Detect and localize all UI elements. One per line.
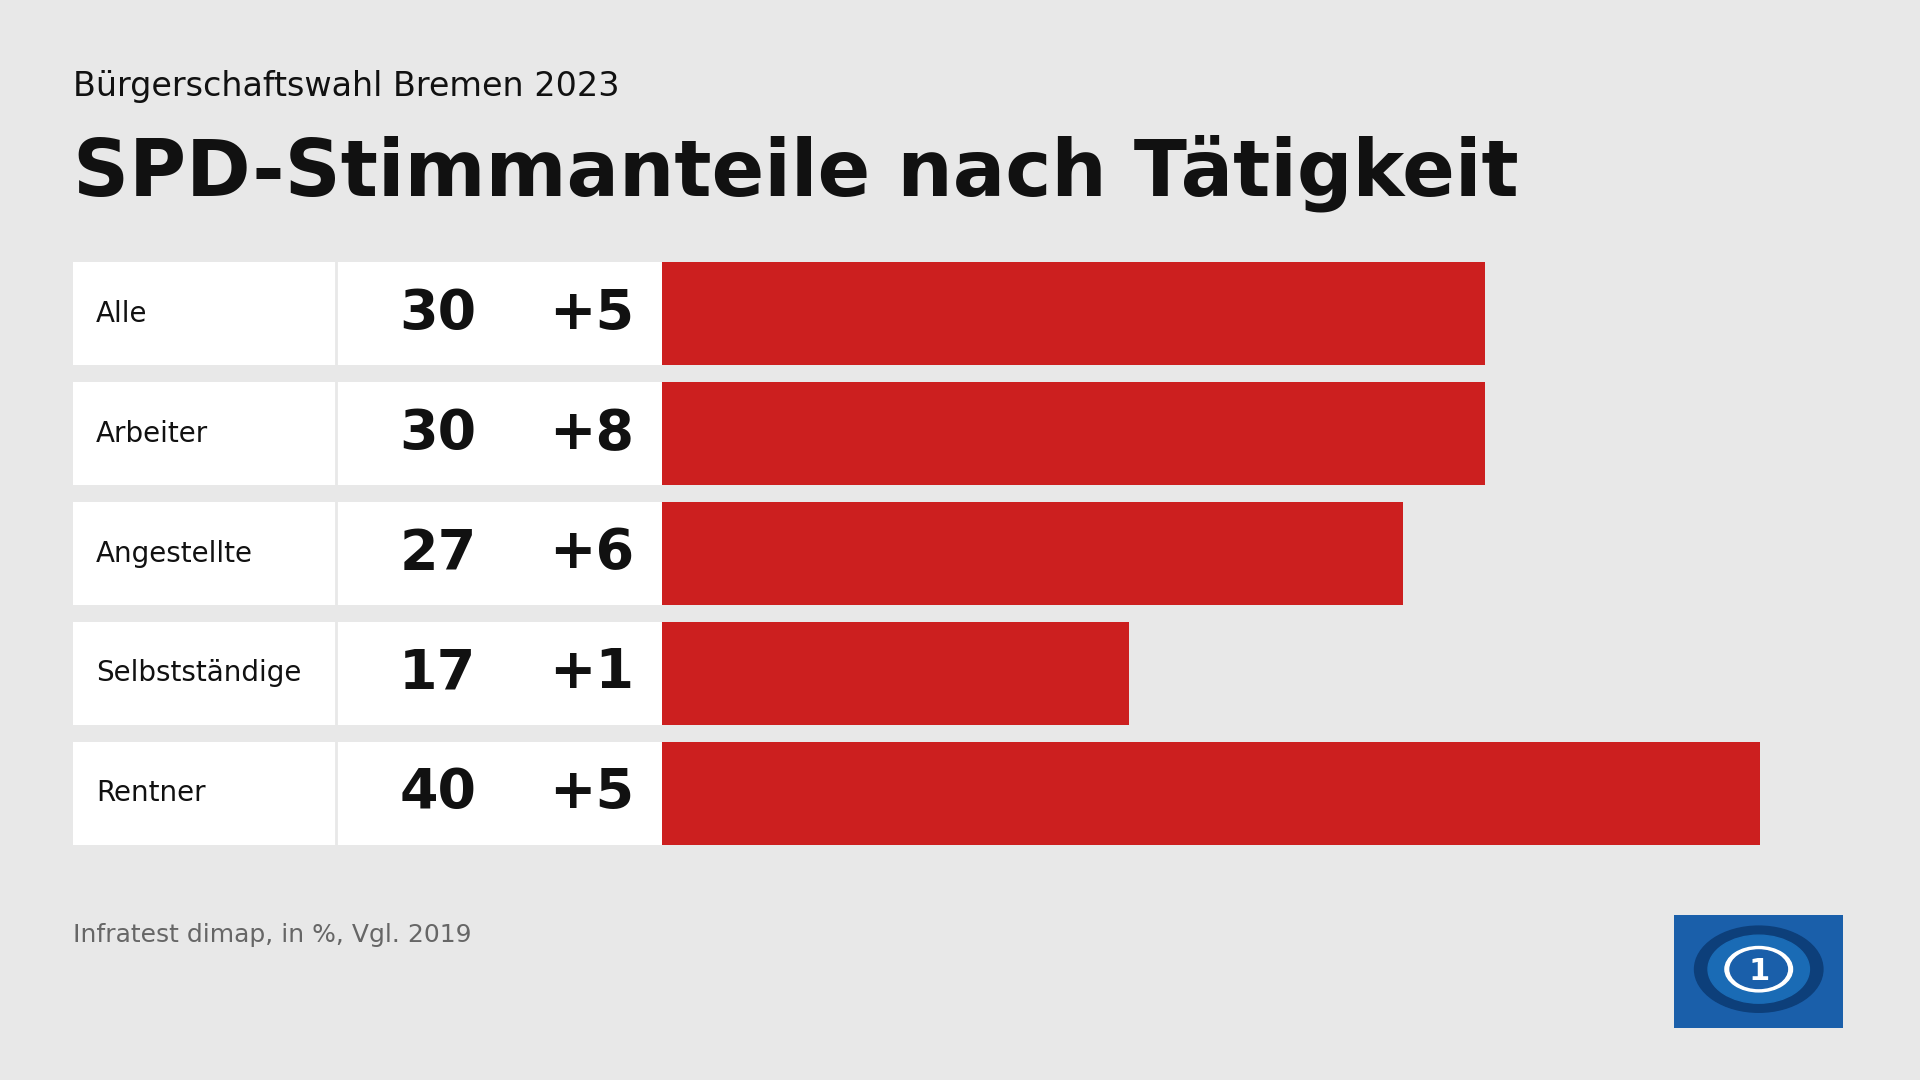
FancyBboxPatch shape	[662, 382, 1486, 485]
Circle shape	[1730, 950, 1788, 988]
FancyBboxPatch shape	[73, 622, 662, 725]
Circle shape	[1709, 935, 1809, 1003]
Circle shape	[1724, 946, 1793, 991]
Text: Infratest dimap, in %, Vgl. 2019: Infratest dimap, in %, Vgl. 2019	[73, 923, 472, 947]
Text: Arbeiter: Arbeiter	[96, 420, 207, 447]
FancyBboxPatch shape	[73, 382, 662, 485]
Text: 40: 40	[399, 767, 476, 821]
Text: +6: +6	[549, 527, 634, 581]
FancyBboxPatch shape	[662, 262, 1486, 365]
FancyBboxPatch shape	[662, 622, 1129, 725]
FancyBboxPatch shape	[73, 262, 662, 365]
FancyBboxPatch shape	[1663, 907, 1855, 1036]
FancyBboxPatch shape	[73, 502, 662, 605]
Text: Rentner: Rentner	[96, 780, 205, 807]
Circle shape	[1695, 926, 1822, 1012]
Text: SPD-Stimmanteile nach Tätigkeit: SPD-Stimmanteile nach Tätigkeit	[73, 135, 1519, 213]
Text: 30: 30	[399, 286, 476, 341]
FancyBboxPatch shape	[662, 502, 1404, 605]
Text: 27: 27	[399, 527, 476, 581]
Text: +5: +5	[549, 767, 634, 821]
FancyBboxPatch shape	[73, 742, 662, 845]
Text: 1: 1	[1747, 957, 1770, 986]
Text: Bürgerschaftswahl Bremen 2023: Bürgerschaftswahl Bremen 2023	[73, 70, 620, 104]
Text: +8: +8	[549, 406, 634, 460]
Text: Alle: Alle	[96, 300, 148, 327]
Text: Selbstständige: Selbstständige	[96, 660, 301, 687]
Text: +1: +1	[549, 646, 634, 701]
FancyBboxPatch shape	[662, 742, 1759, 845]
Text: Angestellte: Angestellte	[96, 540, 253, 567]
Text: 30: 30	[399, 406, 476, 460]
Text: +5: +5	[549, 286, 634, 341]
Text: 17: 17	[399, 646, 476, 701]
